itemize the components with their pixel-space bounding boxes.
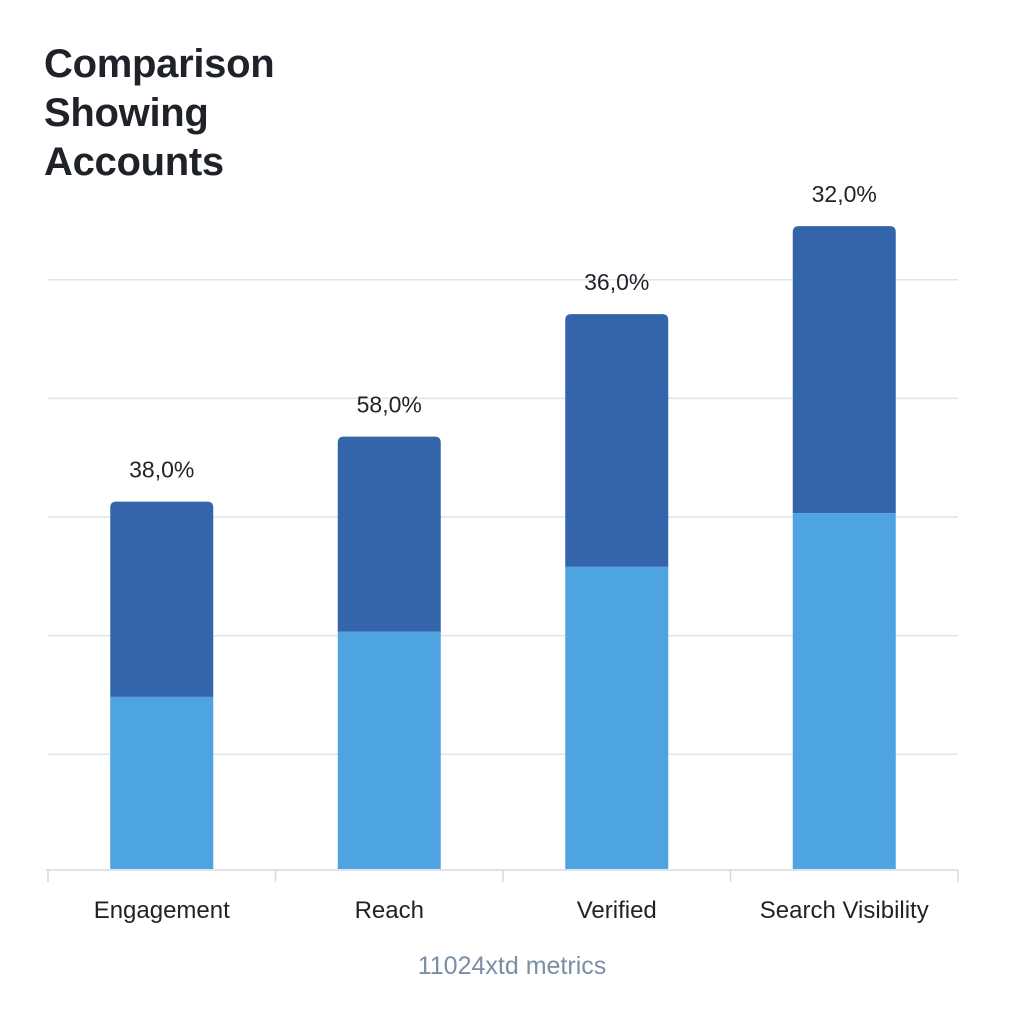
- chart-caption: 11024xtd metrics: [417, 952, 607, 980]
- data-label-1: 58,0%: [357, 392, 422, 418]
- category-label-3: Search Visibility: [760, 897, 929, 924]
- chart-title: Comparison Showing Accounts: [44, 40, 364, 187]
- x-axis: [46, 869, 959, 882]
- bar-segment-3-1: [792, 226, 896, 514]
- bars: [110, 226, 896, 869]
- bar-segment-0-0: [110, 696, 214, 869]
- bar-segment-1-0: [337, 631, 441, 869]
- data-label-3: 32,0%: [812, 181, 877, 207]
- chart-title-line-1: Comparison: [44, 42, 275, 86]
- labels: 38,0% Engagement 58,0% Reach 36,0% Verified 32…: [94, 181, 929, 924]
- chart-title-line-3: Accounts: [44, 140, 224, 184]
- bar-group-2: [565, 314, 669, 869]
- category-label-0: Engagement: [94, 897, 230, 924]
- bar-segment-2-0: [565, 566, 669, 869]
- bar-segment-1-1: [337, 436, 441, 632]
- chart-title-line-2: Showing: [44, 91, 209, 135]
- bar-segment-2-1: [565, 314, 669, 567]
- category-label-2: Verified: [577, 897, 657, 924]
- bar-group-3: [792, 226, 896, 869]
- bar-group-1: [337, 436, 441, 869]
- category-label-1: Reach: [355, 897, 424, 924]
- bar-segment-0-1: [110, 501, 214, 697]
- data-label-2: 36,0%: [584, 269, 649, 295]
- bar-segment-3-0: [792, 513, 896, 869]
- bar-group-0: [110, 501, 214, 869]
- data-label-0: 38,0%: [129, 457, 194, 483]
